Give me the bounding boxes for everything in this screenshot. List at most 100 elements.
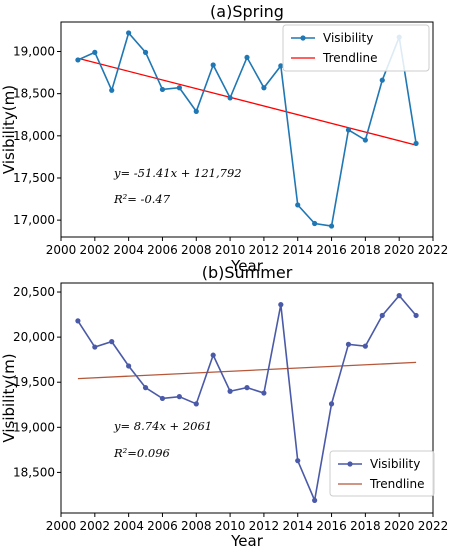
- visibility-point: [345, 341, 352, 347]
- legend-visibility-label: Visibility: [323, 31, 373, 45]
- x-tick-label: 2014: [282, 243, 313, 257]
- x-tick-label: 2006: [147, 519, 178, 533]
- y-tick-label: 19,000: [13, 420, 55, 434]
- visibility-point: [261, 390, 267, 396]
- x-tick-label: 2006: [147, 243, 178, 257]
- legend-box: [282, 24, 430, 72]
- visibility-point: [261, 85, 267, 91]
- y-tick-label: 20,500: [13, 285, 55, 299]
- x-tick-label: 2016: [316, 243, 347, 257]
- visibility-point: [413, 140, 419, 147]
- visibility-point: [193, 401, 199, 407]
- x-tick-label: 2010: [215, 243, 246, 257]
- visibility-point: [210, 62, 216, 68]
- y-tick-label: 17,000: [13, 213, 55, 227]
- legend-trendline-label: Trendline: [322, 51, 378, 65]
- r-squared-label: R²= -0.47: [113, 192, 171, 206]
- x-axis-label: Year: [230, 257, 264, 275]
- y-axis-label: Visibility(m): [0, 85, 18, 174]
- visibility-point: [126, 30, 132, 36]
- visibility-point: [362, 137, 368, 143]
- x-tick-label: 2012: [249, 519, 280, 533]
- visibility-point: [413, 312, 419, 319]
- visibility-point: [328, 401, 335, 407]
- visibility-point: [176, 394, 182, 400]
- regression-equation: y= -51.41x + 121,792: [113, 166, 242, 180]
- plot-frame: [60, 282, 434, 514]
- x-axis-label: Year: [230, 532, 264, 550]
- y-tick-label: 18,500: [13, 87, 55, 101]
- x-tick-label: 2000: [46, 519, 77, 533]
- x-tick-label: 2016: [316, 519, 347, 533]
- y-tick-label: 17,500: [13, 171, 55, 185]
- visibility-point: [295, 202, 301, 208]
- visibility-point: [227, 95, 233, 101]
- visibility-point: [159, 86, 166, 93]
- x-tick-label: 2020: [384, 519, 415, 533]
- visibility-point: [244, 385, 250, 391]
- x-tick-label: 2014: [282, 519, 313, 533]
- x-tick-label: 2004: [113, 519, 144, 533]
- visibility-point: [345, 127, 352, 133]
- plot-frame: [60, 21, 434, 238]
- visibility-point: [92, 344, 98, 350]
- x-tick-label: 2010: [215, 519, 246, 533]
- visibility-point: [126, 363, 132, 369]
- visibility-point: [142, 49, 149, 55]
- visibility-point: [227, 388, 233, 394]
- trendline: [77, 361, 417, 380]
- x-tick-label: 2008: [181, 243, 212, 257]
- x-tick-label: 2020: [384, 243, 415, 257]
- legend-visibility-label: Visibility: [370, 457, 420, 471]
- y-tick-label: 19,500: [13, 375, 55, 389]
- chart-title: (b)Summer: [202, 263, 293, 282]
- chart-title: (a)Spring: [210, 2, 284, 21]
- visibility-point: [92, 49, 98, 55]
- visibility-point: [176, 85, 182, 91]
- x-tick-label: 2002: [80, 519, 111, 533]
- x-tick-label: 2022: [418, 243, 449, 257]
- visibility-point: [75, 57, 81, 63]
- visibility-point: [75, 318, 81, 324]
- visibility-point: [109, 87, 115, 93]
- y-tick-label: 18,500: [13, 465, 55, 479]
- visibility-point: [109, 339, 115, 345]
- legend-box: [329, 450, 435, 497]
- legend-visibility-marker: [300, 35, 306, 41]
- y-axis-label: Visibility(m): [0, 353, 18, 442]
- y-tick-label: 18,000: [13, 129, 55, 143]
- visibility-point: [295, 458, 301, 464]
- legend-visibility-marker: [347, 461, 353, 467]
- visibility-point: [379, 77, 385, 83]
- visibility-point: [312, 220, 318, 227]
- r-squared-label: R²=0.096: [113, 446, 170, 460]
- legend-trendline-label: Trendline: [369, 477, 425, 491]
- x-tick-label: 2002: [80, 243, 111, 257]
- x-tick-label: 2018: [350, 519, 381, 533]
- y-tick-label: 20,000: [13, 330, 55, 344]
- regression-equation: y= 8.74x + 2061: [113, 419, 212, 433]
- visibility-point: [210, 352, 216, 358]
- visibility-point: [312, 497, 318, 503]
- visibility-point: [244, 54, 250, 61]
- visibility-point: [278, 63, 284, 69]
- x-tick-label: 2012: [249, 243, 280, 257]
- x-tick-label: 2018: [350, 243, 381, 257]
- x-tick-label: 2004: [113, 243, 144, 257]
- x-tick-label: 2008: [181, 519, 212, 533]
- trendline: [77, 57, 417, 146]
- visibility-point: [362, 343, 368, 349]
- visibility-point: [328, 223, 335, 229]
- visibility-point: [396, 293, 402, 299]
- x-tick-label: 2000: [46, 243, 77, 257]
- visibility-point: [193, 108, 199, 114]
- visibility-point: [142, 385, 149, 391]
- visibility-point: [379, 312, 385, 319]
- visibility-point: [159, 395, 166, 402]
- y-tick-label: 19,000: [13, 45, 55, 59]
- visibility-point: [278, 302, 284, 308]
